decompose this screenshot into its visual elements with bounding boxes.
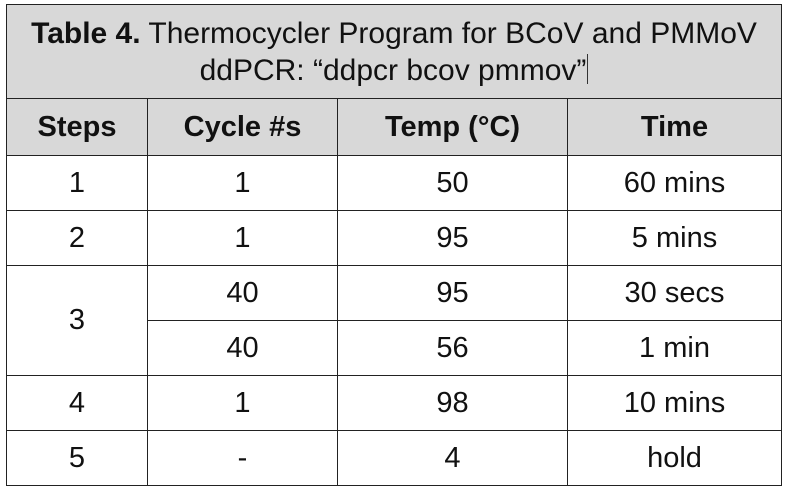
- cell-cycles: 40: [147, 265, 338, 321]
- cell-cycles: 1: [147, 210, 338, 266]
- thermocycler-program-table: Table 4. Thermocycler Program for BCoV a…: [6, 4, 782, 486]
- text-cursor: [587, 53, 589, 84]
- cell-step: 1: [6, 155, 148, 211]
- cell-temp: 98: [337, 375, 568, 431]
- cell-time: 60 mins: [567, 155, 782, 211]
- header-temp: Temp (°C): [337, 98, 568, 156]
- header-cycles: Cycle #s: [147, 98, 338, 156]
- cell-cycles: 1: [147, 155, 338, 211]
- cell-temp: 56: [337, 320, 568, 376]
- cell-temp: 50: [337, 155, 568, 211]
- cell-time: 30 secs: [567, 265, 782, 321]
- thermocycler-table-container: Table 4. Thermocycler Program for BCoV a…: [6, 4, 782, 486]
- cell-time: hold: [567, 430, 782, 486]
- table-row: 4 1 98 10 mins: [6, 375, 782, 431]
- cell-step: 2: [6, 210, 148, 266]
- cell-time: 1 min: [567, 320, 782, 376]
- cell-cycles: 40: [147, 320, 338, 376]
- cell-step: 5: [6, 430, 148, 486]
- table-row: 2 1 95 5 mins: [6, 210, 782, 266]
- table-row: 3 40 95 30 secs: [6, 265, 782, 376]
- table-title-label: Table 4.: [31, 16, 141, 50]
- table-row: 5 - 4 hold: [6, 430, 782, 486]
- table-row: 1 1 50 60 mins: [6, 155, 782, 211]
- cell-cycles: -: [147, 430, 338, 486]
- table-title-text: Thermocycler Program for BCoV and PMMoV …: [140, 16, 757, 87]
- header-time: Time: [567, 98, 782, 156]
- cell-temp: 95: [337, 265, 568, 321]
- table-row: 40 56 1 min: [7, 320, 782, 376]
- cell-step: 4: [6, 375, 148, 431]
- table-title-row: Table 4. Thermocycler Program for BCoV a…: [6, 4, 782, 99]
- cell-step: 3: [6, 265, 148, 376]
- cell-time: 10 mins: [567, 375, 782, 431]
- cell-cycles: 1: [147, 375, 338, 431]
- cell-temp: 4: [337, 430, 568, 486]
- cell-temp: 95: [337, 210, 568, 266]
- cell-time: 5 mins: [567, 210, 782, 266]
- header-steps: Steps: [6, 98, 148, 156]
- table-header-row: Steps Cycle #s Temp (°C) Time: [6, 98, 782, 156]
- table-title[interactable]: Table 4. Thermocycler Program for BCoV a…: [6, 4, 782, 99]
